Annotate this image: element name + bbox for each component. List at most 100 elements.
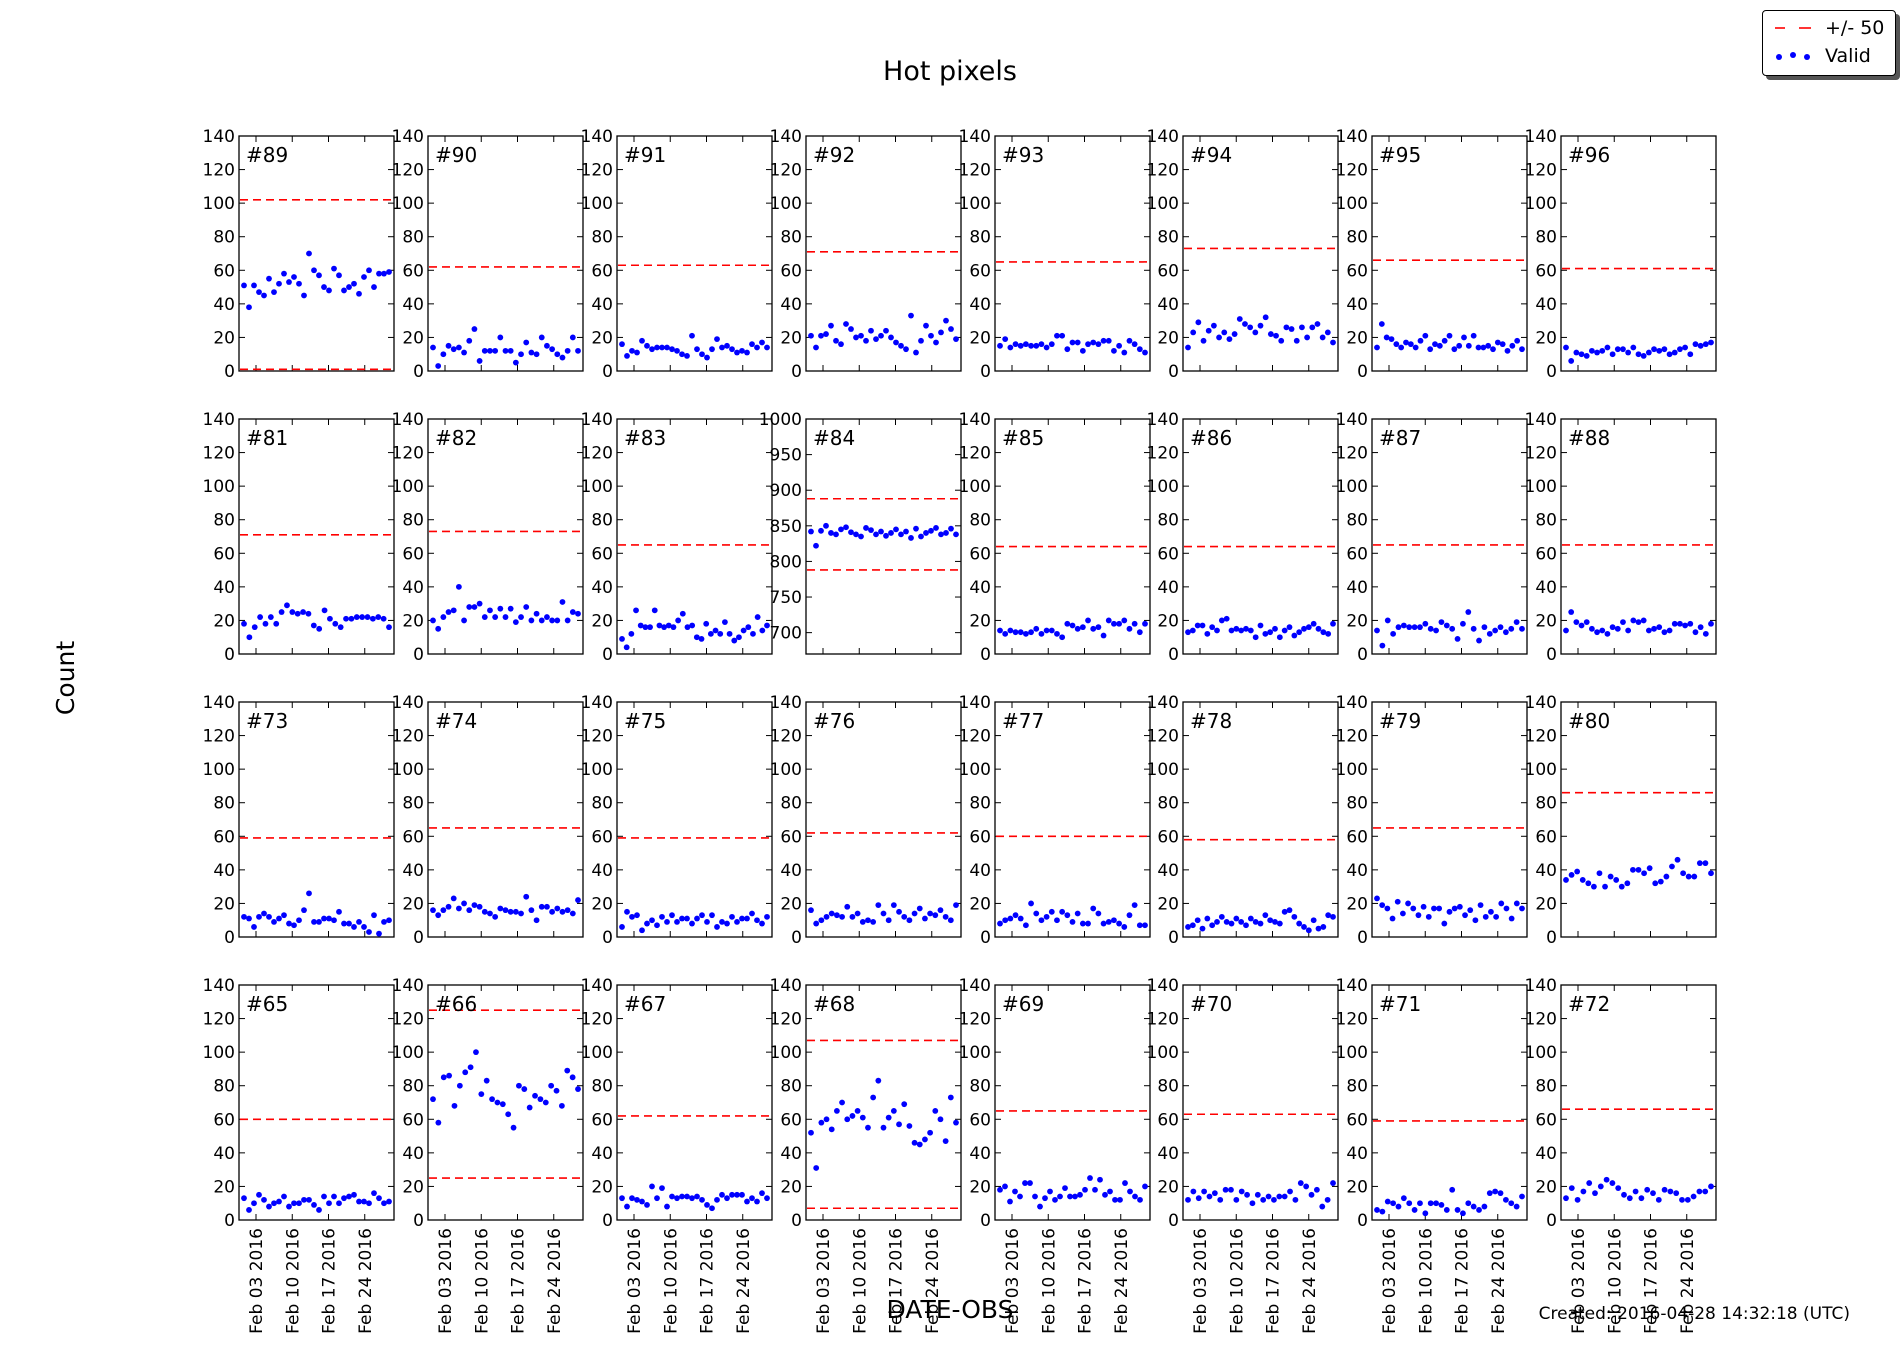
data-point	[859, 1114, 866, 1121]
data-point	[739, 347, 745, 354]
data-point	[1206, 1193, 1213, 1200]
data-point	[1330, 1180, 1336, 1186]
y-tick-label: 60	[1157, 544, 1179, 564]
data-point	[1597, 1183, 1604, 1190]
data-point	[1136, 629, 1143, 636]
y-tick-label: 0	[413, 362, 424, 382]
data-point	[1095, 624, 1102, 631]
figure-title: Hot pixels	[883, 56, 1017, 87]
panel-65: 0 20 40 60 80 100 120 140 Feb 03 2016 Feb 10 2016…	[203, 976, 395, 1334]
data-point	[1427, 625, 1434, 632]
data-point	[885, 1114, 892, 1121]
data-point	[679, 351, 685, 358]
y-tick-label: 80	[969, 794, 991, 814]
y-tick-label: 20	[1157, 328, 1179, 348]
data-point	[1579, 877, 1586, 883]
y-tick-label: 20	[213, 328, 235, 348]
data-point	[1287, 1188, 1293, 1195]
data-point	[1454, 635, 1461, 642]
data-point	[1508, 1200, 1515, 1207]
y-tick-label: 0	[602, 1211, 613, 1231]
data-point	[310, 622, 317, 629]
data-point	[1441, 920, 1448, 927]
data-point	[1583, 352, 1590, 359]
data-point	[1022, 1180, 1028, 1186]
data-point	[256, 913, 262, 920]
data-point	[1048, 908, 1055, 915]
y-tick-label: 0	[1357, 1211, 1368, 1231]
data-point	[300, 609, 306, 615]
data-point	[1682, 344, 1689, 351]
y-tick-label: 0	[224, 362, 235, 382]
data-point	[619, 1195, 625, 1202]
data-point	[1324, 1196, 1331, 1203]
data-point	[1233, 915, 1240, 922]
data-point	[321, 1193, 327, 1200]
y-tick-label: 0	[1546, 645, 1557, 665]
y-tick-label: 100	[1525, 477, 1557, 497]
data-point	[271, 1200, 277, 1207]
data-point	[1677, 620, 1683, 627]
data-point	[1389, 915, 1396, 922]
data-point	[1374, 1207, 1380, 1213]
data-point	[528, 617, 535, 624]
data-point	[267, 614, 274, 620]
data-point	[1262, 912, 1269, 919]
data-point	[1043, 627, 1050, 634]
data-point	[1497, 624, 1504, 631]
panel-label: #73	[246, 709, 288, 733]
data-point	[1590, 883, 1597, 890]
panel-frame	[1371, 701, 1528, 938]
data-point	[843, 524, 849, 531]
data-point	[381, 918, 387, 925]
y-tick-label: 140	[1336, 410, 1368, 430]
data-point	[942, 1138, 949, 1145]
data-point	[707, 630, 714, 637]
y-tick-label: 80	[1535, 1077, 1557, 1097]
panel-frame	[1560, 418, 1717, 655]
panel-frame	[1371, 135, 1528, 372]
data-point	[729, 346, 735, 353]
data-point	[497, 334, 504, 341]
data-point	[908, 535, 914, 541]
data-point	[1265, 1193, 1272, 1200]
y-tick-label: 140	[1147, 410, 1179, 430]
data-point	[1379, 902, 1386, 909]
data-point	[724, 342, 730, 349]
data-point	[445, 342, 452, 349]
data-point	[1513, 900, 1520, 907]
data-point	[266, 913, 272, 920]
y-tick-label: 0	[413, 1211, 424, 1231]
data-point	[327, 615, 333, 622]
y-tick-label: 120	[392, 161, 424, 181]
y-tick-label: 120	[203, 727, 235, 747]
data-point	[1635, 619, 1642, 626]
data-point	[523, 893, 530, 900]
data-point	[481, 614, 488, 620]
data-point	[1656, 347, 1663, 354]
panel-label: #89	[246, 143, 288, 167]
data-point	[502, 907, 509, 914]
data-point	[1441, 337, 1448, 344]
data-point	[1007, 627, 1014, 634]
data-point	[933, 339, 939, 346]
y-tick-label: 60	[1157, 1110, 1179, 1130]
y-tick-label: 20	[1346, 611, 1368, 631]
data-point	[1655, 1196, 1662, 1203]
data-point	[278, 609, 285, 615]
y-axis-label: Count	[51, 641, 80, 715]
data-point	[818, 527, 824, 534]
data-point	[898, 531, 904, 538]
data-point	[1476, 1207, 1482, 1213]
y-tick-label: 60	[213, 1110, 235, 1130]
y-tick-label: 0	[602, 928, 613, 948]
data-point	[359, 614, 366, 620]
data-point	[440, 614, 447, 620]
data-point	[1379, 642, 1386, 649]
data-point	[331, 265, 337, 272]
y-tick-label: 40	[1157, 578, 1179, 598]
y-tick-label: 120	[581, 1010, 613, 1030]
data-point	[1012, 912, 1019, 919]
data-point	[512, 908, 519, 915]
x-tick-label: Feb 10 2016	[1416, 1228, 1436, 1334]
